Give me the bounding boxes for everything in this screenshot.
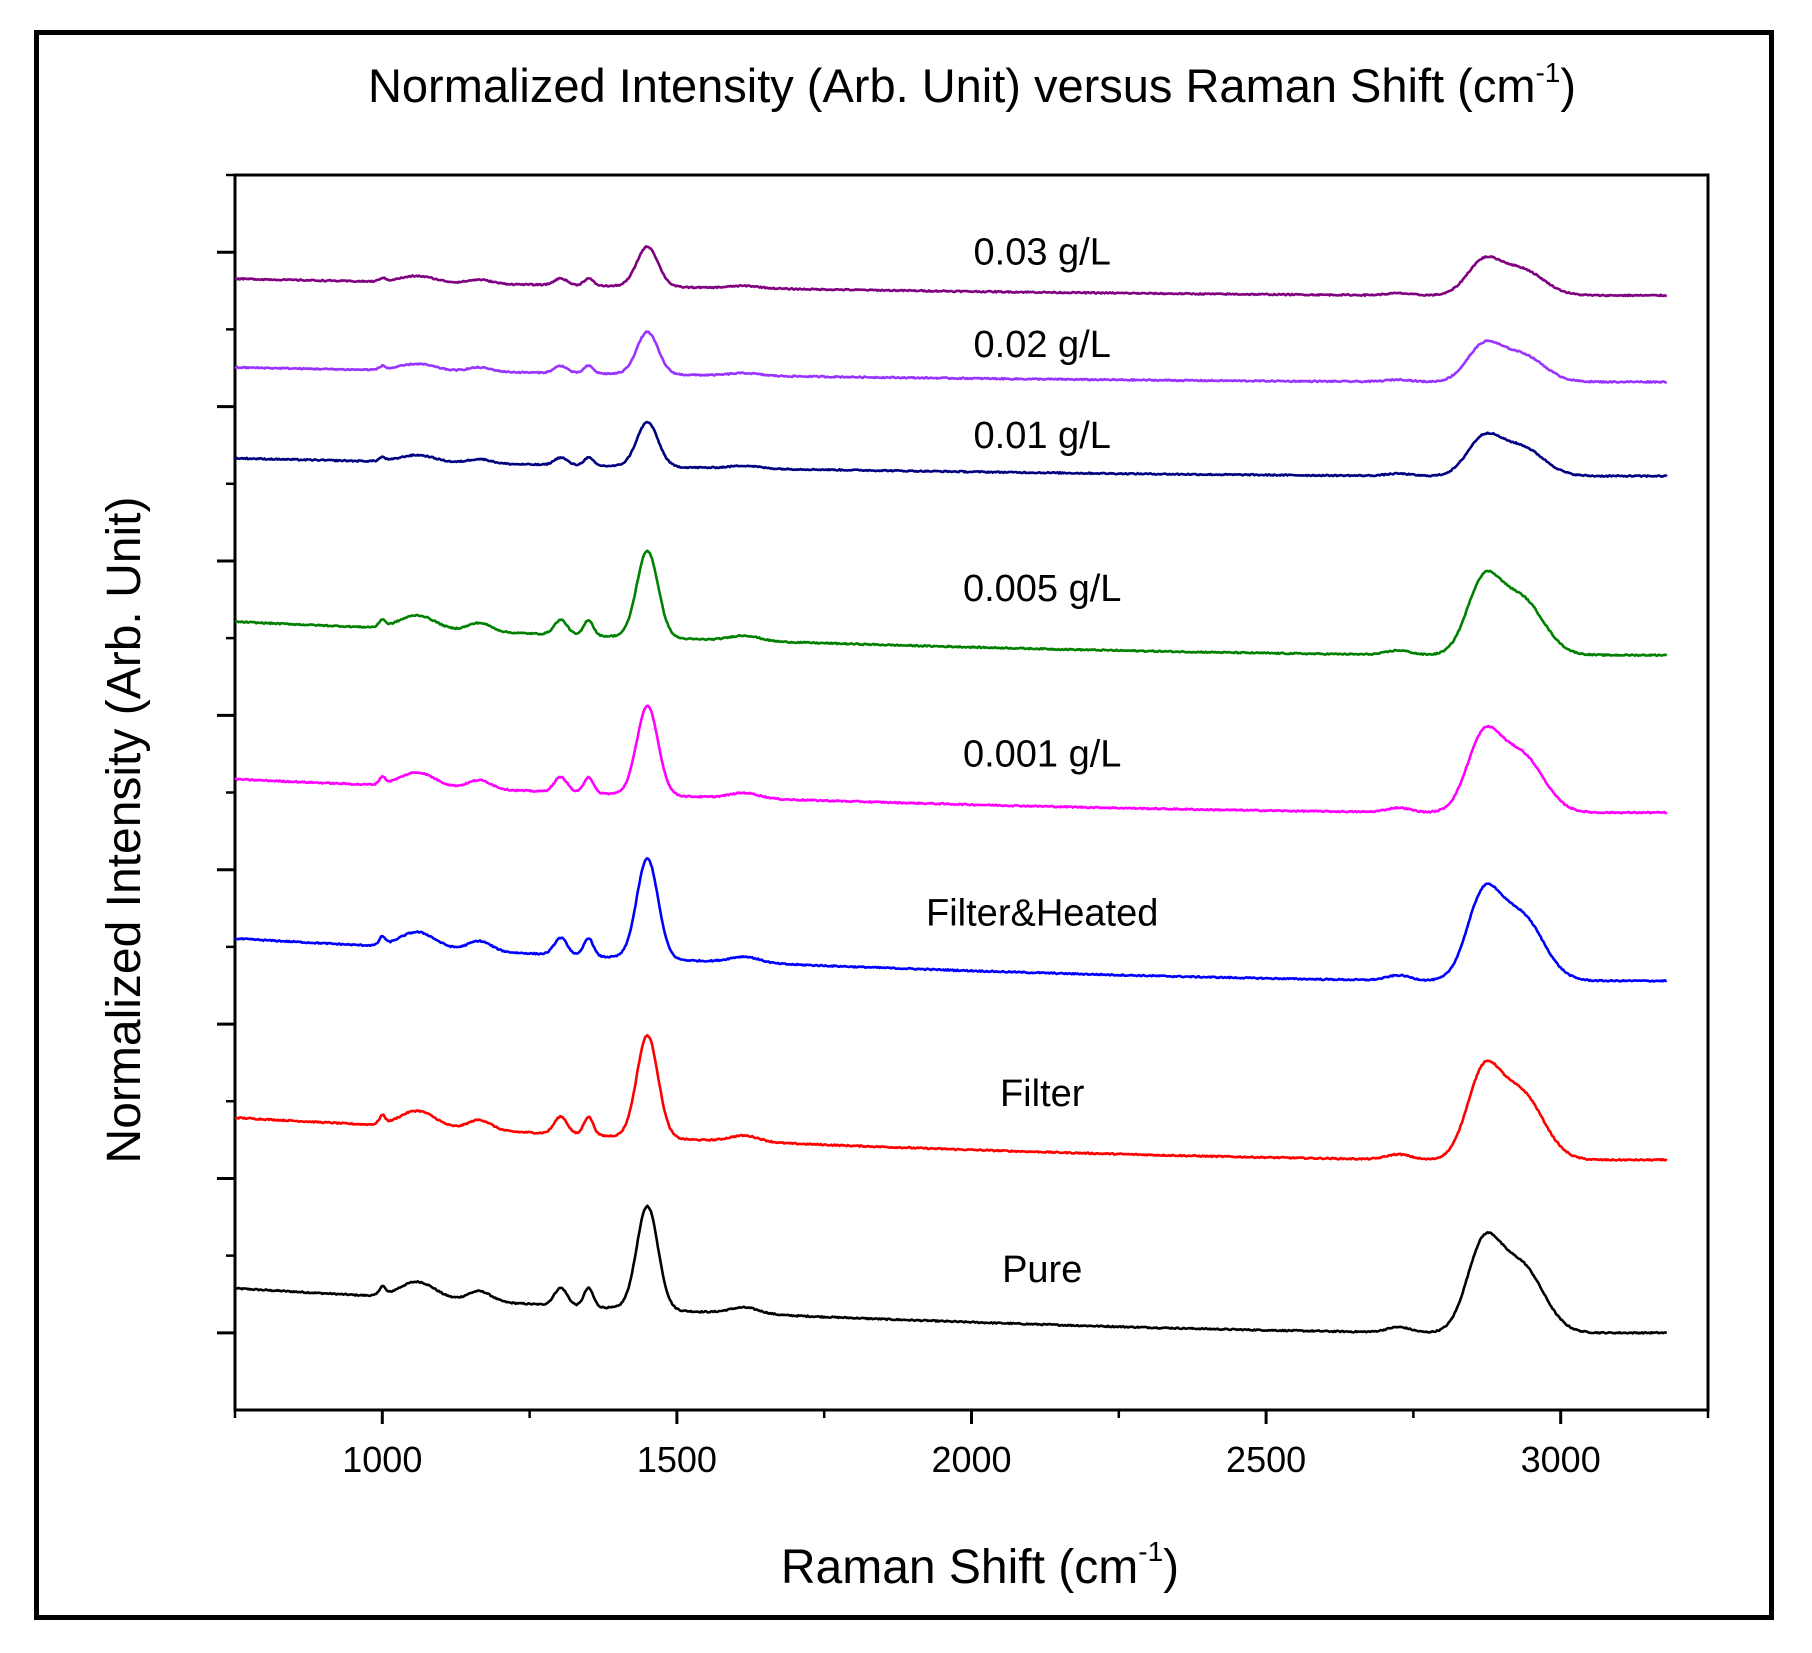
series-layer [234,245,1668,1335]
series-label-5: 0.01 g/L [974,415,1111,457]
y-axis-title: Normalized Intensity (Arb. Unit) [98,497,151,1164]
series-label-2: Filter&Heated [926,892,1158,934]
series-line-7 [234,245,1668,298]
series-label-layer: Pure Filter Filter&Heated 0.001 g/L 0.005 g/… [926,232,1158,1291]
axis-layer: 1000 1500 2000 2500 3000 [217,173,1710,1480]
series-line-1 [234,1034,1668,1162]
series-label-7: 0.03 g/L [974,232,1111,274]
x-tick-label: 3000 [1521,1439,1601,1480]
series-label-0: Pure [1002,1249,1082,1291]
series-line-0 [234,1204,1667,1335]
x-axis-title: Raman Shift (cm-1) [781,1536,1179,1594]
series-line-5 [234,420,1668,478]
series-line-6 [234,330,1667,384]
x-tick-label: 2000 [931,1439,1011,1480]
series-line-2 [234,856,1668,983]
figure-frame [34,30,1774,1620]
plot-area [233,173,1710,1412]
series-label-4: 0.005 g/L [963,568,1121,610]
series-line-4 [234,549,1668,658]
x-tick-label: 2500 [1226,1439,1306,1480]
series-line-3 [234,704,1668,815]
x-tick-label: 1500 [637,1439,717,1480]
series-label-6: 0.02 g/L [974,324,1111,366]
series-label-3: 0.001 g/L [963,733,1121,775]
series-label-1: Filter [1000,1073,1085,1115]
chart-title: Normalized Intensity (Arb. Unit) versus … [368,57,1576,112]
x-tick-label: 1000 [342,1439,422,1480]
